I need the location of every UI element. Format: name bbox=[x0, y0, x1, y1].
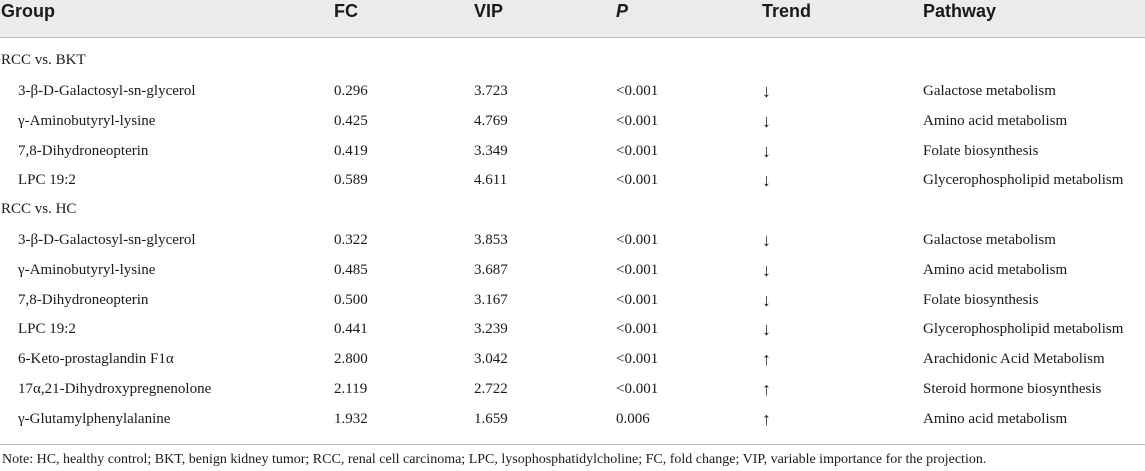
cell-fc: 0.419 bbox=[334, 143, 368, 159]
cell-p: <0.001 bbox=[616, 292, 659, 308]
cell-trend: ↑ bbox=[762, 379, 771, 399]
cell-group: LPC 19:2 bbox=[18, 321, 76, 337]
cell-fc: 1.932 bbox=[334, 411, 368, 427]
cell-vip: 3.239 bbox=[474, 321, 508, 337]
cell-group: 3-β-D-Galactosyl-sn-glycerol bbox=[18, 232, 196, 248]
section-label: RCC vs. BKT bbox=[1, 52, 86, 68]
cell-pathway: Galactose metabolism bbox=[923, 232, 1056, 248]
cell-vip: 3.349 bbox=[474, 143, 508, 159]
cell-fc: 2.800 bbox=[334, 351, 368, 367]
cell-trend: ↓ bbox=[762, 111, 771, 131]
header-trend: Trend bbox=[762, 1, 812, 21]
cell-fc: 0.485 bbox=[334, 262, 368, 278]
cell-p: <0.001 bbox=[616, 351, 659, 367]
cell-trend: ↓ bbox=[762, 260, 771, 280]
cell-pathway: Folate biosynthesis bbox=[923, 143, 1039, 159]
cell-trend: ↑ bbox=[762, 409, 771, 429]
cell-p: 0.006 bbox=[616, 411, 650, 427]
cell-vip: 3.167 bbox=[474, 292, 508, 308]
cell-vip: 3.723 bbox=[474, 83, 508, 99]
cell-vip: 4.769 bbox=[474, 113, 508, 129]
cell-vip: 3.042 bbox=[474, 351, 508, 367]
cell-group: 7,8-Dihydroneopterin bbox=[18, 292, 149, 308]
cell-trend: ↓ bbox=[762, 141, 771, 161]
cell-trend: ↑ bbox=[762, 349, 771, 369]
cell-p: <0.001 bbox=[616, 321, 659, 337]
cell-group: 17α,21-Dihydroxypregnenolone bbox=[18, 381, 212, 397]
cell-trend: ↓ bbox=[762, 290, 771, 310]
cell-pathway: Arachidonic Acid Metabolism bbox=[923, 351, 1105, 367]
cell-group: 3-β-D-Galactosyl-sn-glycerol bbox=[18, 83, 196, 99]
cell-pathway: Amino acid metabolism bbox=[923, 113, 1068, 129]
cell-pathway: Glycerophospholipid metabolism bbox=[923, 172, 1124, 188]
cell-fc: 0.296 bbox=[334, 83, 368, 99]
cell-fc: 0.500 bbox=[334, 292, 368, 308]
cell-p: <0.001 bbox=[616, 381, 659, 397]
cell-p: <0.001 bbox=[616, 143, 659, 159]
cell-pathway: Amino acid metabolism bbox=[923, 411, 1068, 427]
header-fc: FC bbox=[334, 1, 358, 21]
cell-group: 7,8-Dihydroneopterin bbox=[18, 143, 149, 159]
cell-trend: ↓ bbox=[762, 170, 771, 190]
header-p: P bbox=[616, 1, 629, 21]
cell-vip: 2.722 bbox=[474, 381, 508, 397]
cell-group: γ-Glutamylphenylalanine bbox=[18, 411, 171, 427]
cell-fc: 0.589 bbox=[334, 172, 368, 188]
cell-group: LPC 19:2 bbox=[18, 172, 76, 188]
cell-trend: ↓ bbox=[762, 230, 771, 250]
cell-fc: 0.441 bbox=[334, 321, 368, 337]
table-bottom-rule bbox=[0, 444, 1145, 445]
cell-fc: 0.425 bbox=[334, 113, 368, 129]
header-vip: VIP bbox=[474, 1, 504, 21]
table-note: Note: HC, healthy control; BKT, benign k… bbox=[2, 452, 987, 467]
cell-pathway: Galactose metabolism bbox=[923, 83, 1056, 99]
cell-p: <0.001 bbox=[616, 113, 659, 129]
cell-vip: 1.659 bbox=[474, 411, 508, 427]
cell-p: <0.001 bbox=[616, 232, 659, 248]
cell-p: <0.001 bbox=[616, 83, 659, 99]
cell-fc: 0.322 bbox=[334, 232, 368, 248]
header-group: Group bbox=[1, 1, 55, 21]
section-label: RCC vs. HC bbox=[1, 201, 77, 217]
cell-p: <0.001 bbox=[616, 172, 659, 188]
cell-pathway: Amino acid metabolism bbox=[923, 262, 1068, 278]
header-pathway: Pathway bbox=[923, 1, 997, 21]
cell-trend: ↓ bbox=[762, 81, 771, 101]
cell-p: <0.001 bbox=[616, 262, 659, 278]
cell-vip: 3.853 bbox=[474, 232, 508, 248]
table-header-band bbox=[0, 0, 1145, 38]
cell-fc: 2.119 bbox=[334, 381, 368, 397]
cell-pathway: Steroid hormone biosynthesis bbox=[923, 381, 1102, 397]
cell-group: γ-Aminobutyryl-lysine bbox=[18, 113, 156, 129]
cell-vip: 4.611 bbox=[474, 172, 508, 188]
cell-trend: ↓ bbox=[762, 319, 771, 339]
cell-group: γ-Aminobutyryl-lysine bbox=[18, 262, 156, 278]
cell-pathway: Glycerophospholipid metabolism bbox=[923, 321, 1124, 337]
cell-group: 6-Keto-prostaglandin F1α bbox=[18, 351, 174, 367]
cell-pathway: Folate biosynthesis bbox=[923, 292, 1039, 308]
cell-vip: 3.687 bbox=[474, 262, 508, 278]
